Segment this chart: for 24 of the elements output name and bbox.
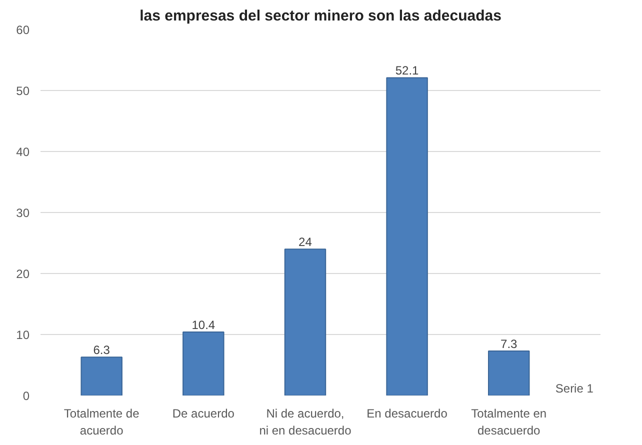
x-tick-label: En desacuerdo	[366, 406, 448, 420]
bar	[182, 332, 224, 396]
y-tick-label: 10	[16, 328, 30, 342]
bar	[386, 77, 428, 396]
data-label: 24	[298, 235, 312, 250]
y-tick-label: 20	[16, 267, 30, 281]
y-tick-label: 0	[22, 389, 30, 403]
x-tick-label: Ni de acuerdo, ni en desacuerdo	[259, 406, 352, 438]
y-tick-label: 50	[16, 84, 30, 98]
data-label: 7.3	[500, 336, 518, 351]
x-tick-label: Totalmente de acuerdo	[64, 406, 140, 438]
bar	[284, 248, 326, 396]
data-label: 6.3	[93, 343, 110, 358]
x-tick-label: De acuerdo	[172, 406, 235, 420]
y-tick-label: 30	[16, 206, 30, 220]
text: Serie 1	[555, 382, 594, 396]
bar	[488, 350, 530, 396]
y-tick-label: 60	[16, 23, 30, 37]
y-tick-label: 40	[16, 145, 30, 159]
bar	[80, 356, 122, 396]
data-label: 10.4	[192, 318, 216, 332]
x-tick-label: Totalmente en desacuerdo	[471, 406, 547, 438]
chart-title: las empresas del sector minero son las adecuadas	[140, 8, 502, 24]
data-label: 52.1	[395, 64, 420, 78]
